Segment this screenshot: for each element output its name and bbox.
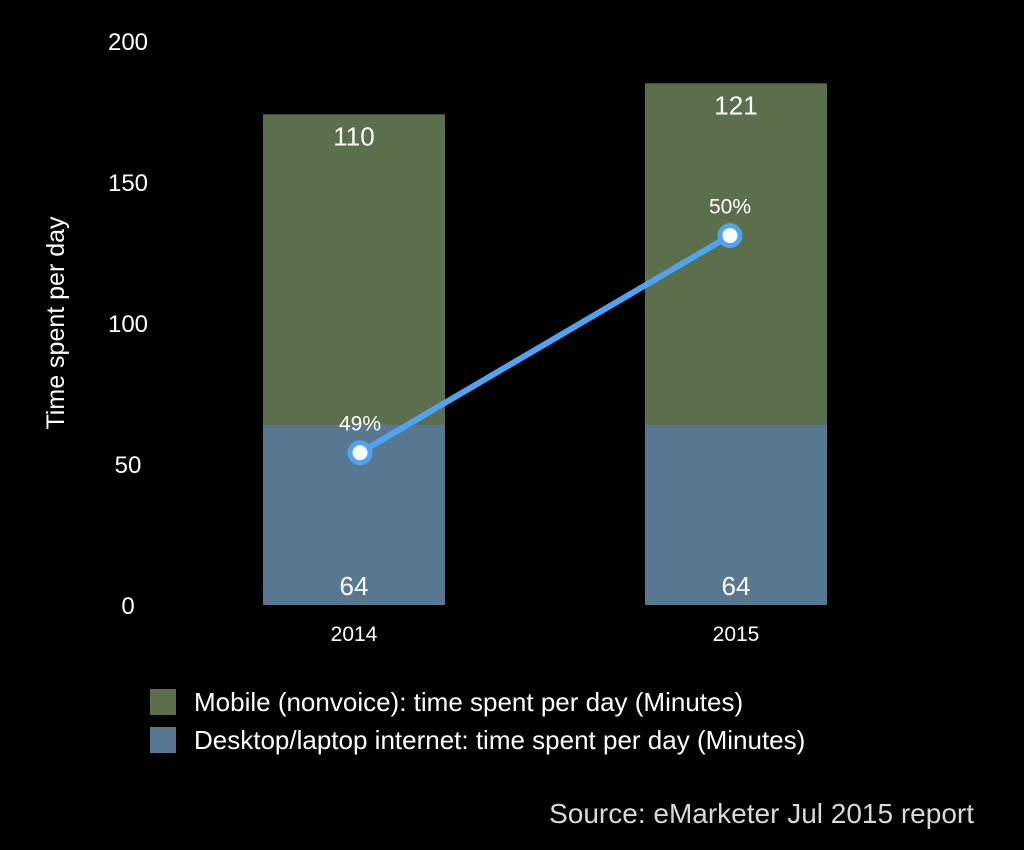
y-tick-label-150: 150 bbox=[108, 170, 148, 197]
legend-label-mobile: Mobile (nonvoice): time spent per day (M… bbox=[194, 686, 744, 717]
legend-swatch-desktop bbox=[150, 727, 176, 753]
x-tick-label-2014: 2014 bbox=[331, 623, 378, 646]
data-label-desktop-2014: 64 bbox=[340, 571, 369, 601]
share-point-2015 bbox=[717, 223, 743, 249]
bars-group: 64 110 2014 64 121 2015 bbox=[263, 83, 827, 646]
bar-mobile-2014 bbox=[263, 114, 445, 425]
legend-item-desktop: Desktop/laptop internet: time spent per … bbox=[150, 721, 805, 759]
y-axis: 0 50 100 150 200 bbox=[108, 29, 148, 620]
share-line-group: 49% 50% bbox=[339, 196, 751, 466]
bar-desktop-2015 bbox=[645, 424, 827, 605]
y-axis-label: Time spent per day bbox=[42, 216, 70, 430]
legend-swatch-mobile bbox=[150, 689, 176, 715]
legend: Mobile (nonvoice): time spent per day (M… bbox=[150, 683, 805, 759]
legend-label-desktop: Desktop/laptop internet: time spent per … bbox=[194, 724, 806, 755]
x-tick-label-2015: 2015 bbox=[713, 623, 760, 646]
data-label-desktop-2015: 64 bbox=[722, 571, 751, 601]
y-tick-label-0: 0 bbox=[121, 593, 134, 620]
share-label-2015: 50% bbox=[709, 196, 751, 219]
share-point-2014 bbox=[347, 440, 373, 466]
y-tick-label-50: 50 bbox=[115, 452, 142, 479]
share-line bbox=[357, 232, 733, 456]
legend-item-mobile: Mobile (nonvoice): time spent per day (M… bbox=[150, 683, 805, 721]
share-label-2014: 49% bbox=[339, 413, 381, 436]
data-label-mobile-2014: 110 bbox=[333, 121, 374, 151]
bar-mobile-2015 bbox=[645, 83, 827, 425]
data-label-mobile-2015: 121 bbox=[714, 90, 757, 120]
y-tick-label-100: 100 bbox=[108, 311, 148, 338]
y-tick-label-200: 200 bbox=[108, 29, 148, 56]
stacked-bar-chart: 0 50 100 150 200 Time spent per day 64 110 201… bbox=[42, 29, 827, 646]
source-note: Source: eMarketer Jul 2015 report bbox=[549, 798, 974, 829]
